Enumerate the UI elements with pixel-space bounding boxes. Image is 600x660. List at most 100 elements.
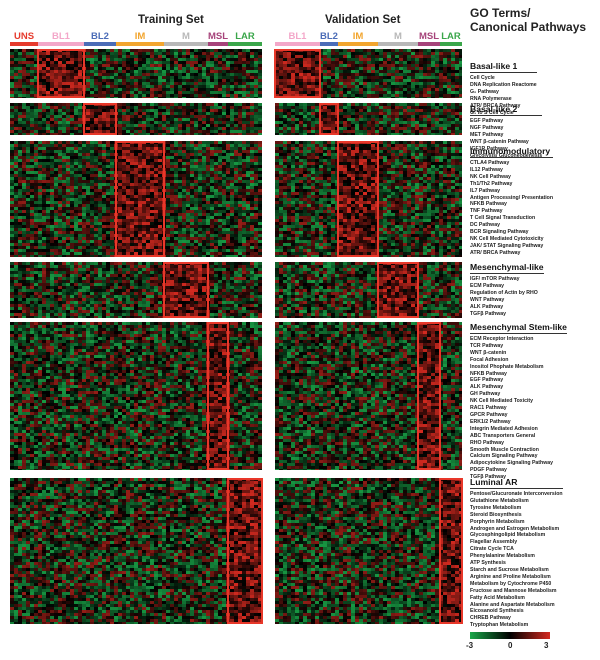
subtype-color-bar: [320, 42, 338, 46]
go-term-item: TNF Pathway: [470, 208, 553, 215]
subtype-label-bl2: BL2: [320, 32, 338, 46]
subtype-label-bl1: BL1: [38, 32, 84, 46]
go-term-item: Tryptophan Metabolism: [470, 622, 563, 629]
subtype-label-msl: MSL: [208, 32, 228, 46]
subtype-label-text: BL2: [91, 31, 109, 42]
subtype-highlight-box: [227, 478, 263, 624]
subtype-label-text: IM: [135, 31, 146, 42]
subtype-color-bar: [10, 42, 38, 46]
go-term-item: Cell Cycle: [470, 75, 537, 82]
go-term-item: TCR Pathway: [470, 343, 567, 350]
go-group-immunomodulatory: Immunomodulatory CTLA4 Pathway IL12 Pathwa…: [470, 146, 554, 257]
go-term-item: Fatty Acid Metabolism: [470, 595, 563, 602]
colorbar-max-label: 3: [544, 641, 548, 650]
subtype-label-bl2: BL2: [84, 32, 116, 46]
go-term-item: JAK/ STAT Signaling Pathway: [470, 243, 553, 250]
go-term-item: PDGF Pathway: [470, 467, 567, 474]
validation-heatmap-panel-6: [275, 478, 463, 624]
go-term-item: IL12 Pathway: [470, 167, 553, 174]
go-term-item: Citrate Cycle TCA: [470, 546, 563, 553]
go-term-item: GPCR Pathway: [470, 412, 567, 419]
subtype-highlight-box: [37, 49, 85, 98]
subtype-color-bar: [338, 42, 378, 46]
subtype-highlight-box: [337, 141, 379, 257]
go-term-item: IL7 Pathway: [470, 188, 553, 195]
go-term-item: ATR/ BRCA Pathway: [470, 250, 553, 257]
training-heatmap-panel-6: [10, 478, 263, 624]
colorbar-mid-label: 0: [508, 641, 512, 650]
go-term-item: WNT Pathway: [470, 297, 544, 304]
go-term-item: ATP Synthesis: [470, 560, 563, 567]
expression-colorbar: [470, 632, 550, 639]
go-term-item: NK Cell Mediated Cytotoxicity: [470, 236, 553, 243]
go-term-item: IGF1R Pathway: [470, 146, 542, 153]
subtype-label-lar: LAR: [440, 32, 462, 46]
go-group-mesenchymal-stem-like: Mesenchymal Stem-like ECM Receptor Intera…: [470, 322, 567, 481]
go-term-item: Regulation of Actin by RHO: [470, 290, 544, 297]
subtype-color-bar: [164, 42, 208, 46]
subtype-label-text: M: [182, 31, 190, 42]
go-term-item: Arginine and Proline Metabolism: [470, 574, 563, 581]
subtype-label-text: MSL: [208, 31, 228, 42]
go-term-item: ALK Pathway: [470, 384, 567, 391]
go-term-item: ECM Receptor Interaction: [470, 336, 567, 343]
subtype-highlight-box: [439, 478, 463, 624]
subtype-color-bar: [84, 42, 116, 46]
validation-heatmap-panel-3: [275, 141, 462, 257]
go-term-item: Alanine and Aspartate Metabolism: [470, 602, 563, 609]
heatmap-figure: [10, 49, 463, 624]
subtype-label-m: M: [164, 32, 208, 46]
go-group-basal-like-1: Basal-like 1 Cell Cycle DNA Replication Re…: [470, 61, 537, 116]
training-heatmap-panel-5: [10, 322, 262, 470]
subtype-label-text: IM: [353, 31, 364, 42]
go-term-item: TGFβ Pathway: [470, 474, 567, 481]
subtype-label-text: LAR: [235, 31, 255, 42]
go-term-item: Tyrosine Metabolism: [470, 505, 563, 512]
go-term-item: Glycolysis/ Gluconeogenesis: [470, 153, 542, 160]
go-group-title: Basal-like 2: [470, 104, 543, 116]
go-term-item: Antigen Processing/ Presentation: [470, 195, 553, 202]
go-term-item: Integrin Mediated Adhesion: [470, 426, 567, 433]
go-group-mesenchymal-like: Mesenchymal-like IGF/ mTOR Pathway ECM Pat…: [470, 262, 544, 317]
subtype-label-text: LAR: [441, 31, 461, 42]
go-term-item: T Cell Signal Transduction: [470, 215, 553, 222]
subtype-label-im: IM: [338, 32, 378, 46]
colorbar-min-label: -3: [466, 641, 473, 650]
go-term-item: Adipocytokine Signaling Pathway: [470, 460, 567, 467]
go-term-item: ERK1/2 Pathway: [470, 419, 567, 426]
training-heatmap-panel-2: [10, 103, 262, 135]
go-term-item: DC Pathway: [470, 222, 553, 229]
subtype-highlight-box: [417, 322, 441, 470]
validation-heatmap-panel-4: [275, 262, 462, 318]
go-term-item: NGF Pathway: [470, 125, 542, 132]
subtype-highlight-box: [274, 49, 321, 98]
training-set-title: Training Set: [138, 14, 204, 26]
go-term-item: ATR/ BRCA Pathway: [470, 103, 537, 110]
go-term-item: Glycosphingolipid Metabolism: [470, 532, 563, 539]
go-term-item: ALK Pathway: [470, 304, 544, 311]
go-term-item: G₂ Pathway: [470, 89, 537, 96]
subtype-highlight-box: [83, 103, 117, 135]
go-term-item: MET Pathway: [470, 132, 542, 139]
subtype-label-text: UNS: [14, 31, 34, 42]
go-term-item: NFKB Pathway: [470, 201, 553, 208]
go-group-title: Immunomodulatory: [470, 146, 554, 158]
subtype-label-text: M: [394, 31, 402, 42]
subtype-label-bl1: BL1: [275, 32, 320, 46]
go-term-item: WNT β-catenin Pathway: [470, 139, 542, 146]
go-term-item: EGF Pathway: [470, 377, 567, 384]
go-term-item: EGF Pathway: [470, 118, 542, 125]
subtype-label-text: BL2: [320, 31, 338, 42]
subtype-color-bar: [440, 42, 462, 46]
go-group-title: Luminal AR: [470, 477, 563, 489]
go-term-item: Pentose/Glucuronate Interconversion: [470, 491, 563, 498]
validation-heatmap-panel-5: [275, 322, 462, 470]
go-term-item: IGF/ mTOR Pathway: [470, 276, 544, 283]
go-term-item: Steroid Biosynthesis: [470, 512, 563, 519]
go-term-item: Smooth Muscle Contraction: [470, 447, 567, 454]
validation-heatmap-panel-1: [274, 49, 462, 98]
subtype-label-text: BL1: [289, 31, 307, 42]
subtype-color-bar: [208, 42, 228, 46]
subtype-highlight-box: [207, 322, 229, 470]
go-term-item: Porphyrin Metabolism: [470, 519, 563, 526]
